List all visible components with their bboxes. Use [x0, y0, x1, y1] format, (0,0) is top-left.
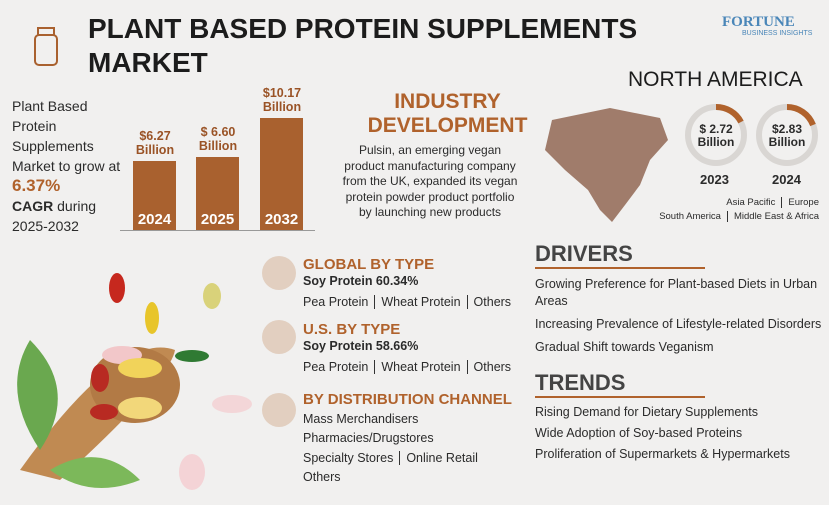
value-label: $ 6.60 Billion — [198, 125, 238, 154]
industry-text: Pulsin, an emerging vegan product manufa… — [342, 143, 518, 219]
region-title: NORTH AMERICA — [628, 68, 803, 91]
driver: Gradual Shift towards Veganism — [535, 340, 714, 354]
region-stat: $ 2.72 Billion — [697, 122, 735, 149]
segment: BY DISTRIBUTION CHANNEL Mass Merchandise… — [303, 390, 512, 488]
drivers-list: Growing Preference for Plant-based Diets… — [535, 276, 825, 356]
segment-title: U.S. BY TYPE — [303, 321, 401, 338]
region: Asia Pacific — [726, 197, 776, 208]
region: South America — [659, 211, 721, 222]
value-label: $10.17 Billion — [262, 86, 302, 115]
segment: U.S. BY TYPE Soy Protein 58.66% Pea Prot… — [303, 321, 511, 376]
driver: Growing Preference for Plant-based Diets… — [535, 277, 818, 308]
segment-item: Pea Protein — [303, 360, 369, 374]
summary: Plant Based Protein Supplements Market t… — [12, 96, 130, 236]
region: Europe — [788, 197, 819, 208]
drivers-title: DRIVERS — [535, 241, 633, 266]
x-tick-label: 2025 — [200, 211, 235, 228]
x-tick-label: 2032 — [264, 211, 299, 228]
bar-chart: 2024 $6.27 Billion 2025 $ 6.60 Billion 2032 $… — [0, 0, 330, 240]
segment-item: Online Retail — [406, 450, 478, 465]
segment-item: Others — [303, 470, 341, 484]
period: during 2025-2032 — [12, 198, 97, 234]
driver: Increasing Prevalence of Lifestyle-relat… — [535, 317, 822, 331]
segment-item: Others — [473, 360, 512, 374]
bar — [260, 118, 303, 230]
trend: Wide Adoption of Soy-based Proteins — [535, 426, 743, 440]
trend: Rising Demand for Dietary Supplements — [535, 405, 759, 419]
segment-item: Pharmacies/Drugstores — [303, 431, 434, 445]
segment-lead: Soy Protein 58.66% — [303, 339, 419, 353]
trends-title: TRENDS — [535, 370, 626, 395]
bar — [133, 161, 176, 230]
trends-list: Rising Demand for Dietary Supplements Wi… — [535, 404, 825, 463]
segment-item: Specialty Stores — [303, 450, 394, 465]
segment-lead: Soy Protein 60.34% — [303, 274, 419, 288]
icon — [262, 393, 296, 427]
brand: FORTUNE — [722, 14, 795, 30]
bar — [196, 157, 239, 230]
value-label: $6.27 Billion — [135, 129, 175, 158]
icon — [262, 256, 296, 290]
region-stat: $2.83 Billion — [768, 122, 806, 149]
baseline — [120, 230, 315, 231]
segment-title: BY DISTRIBUTION CHANNEL — [303, 391, 512, 408]
segment: GLOBAL BY TYPE Soy Protein 60.34% Pea Pr… — [303, 256, 511, 311]
region-year: 2023 — [700, 172, 729, 187]
title: PLANT BASED PROTEIN SUPPLEMENTS MARKET — [88, 13, 638, 78]
segment-item: Mass Merchandisers — [303, 411, 419, 426]
icon — [262, 320, 296, 354]
summary-text: Plant Based Protein Supplements Market t… — [12, 98, 121, 174]
cagr: 6.37% — [12, 176, 61, 195]
segment-item: Wheat Protein — [381, 360, 461, 374]
industry-title: INDUSTRY DEVELOPMENT — [367, 90, 528, 137]
cagr-label: CAGR — [12, 198, 54, 214]
segment-title: GLOBAL BY TYPE — [303, 256, 435, 273]
other-regions: Asia Pacific Europe South America Middle E… — [659, 196, 819, 224]
region: Middle East & Africa — [733, 211, 819, 222]
segment-item: Others — [473, 295, 512, 309]
trend: Proliferation of Supermarkets & Hypermar… — [535, 447, 790, 461]
x-tick-label: 2024 — [137, 211, 172, 228]
segment-item: Pea Protein — [303, 295, 369, 309]
region-year: 2024 — [772, 172, 801, 187]
segment-item: Wheat Protein — [381, 295, 461, 309]
brand-sub: BUSINESS INSIGHTS — [742, 30, 813, 37]
